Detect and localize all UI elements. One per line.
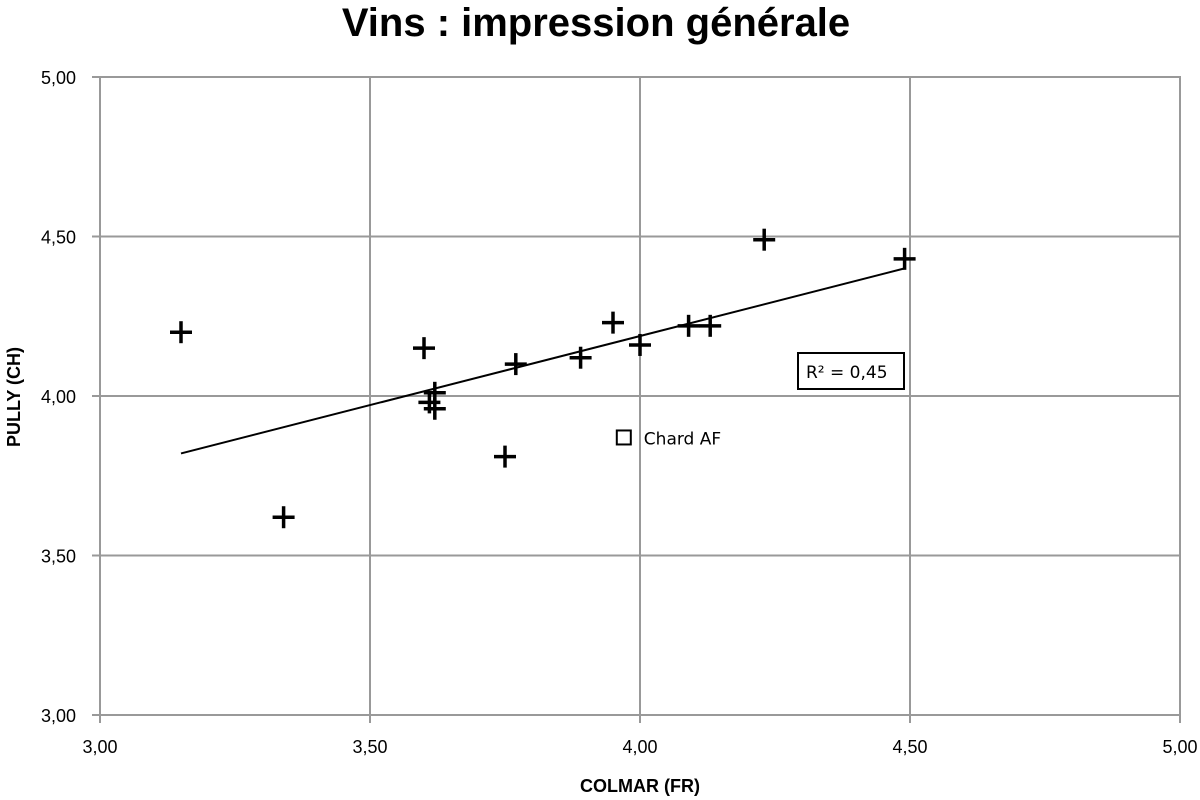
x-tick-label: 3,50 — [352, 737, 387, 757]
plus-data-point — [753, 228, 776, 251]
plus-data-point — [677, 314, 700, 337]
r2-label: R² = 0,45 — [806, 363, 888, 383]
plus-data-point — [413, 337, 435, 360]
plus-data-point — [699, 314, 722, 337]
plus-data-point — [893, 247, 916, 270]
x-axis-ticks: 3,00 3,50 4,00 4,50 5,00 — [82, 715, 1198, 757]
trendline — [180, 267, 905, 455]
y-tick-label: 4,50 — [41, 228, 76, 248]
plus-data-point — [494, 445, 516, 468]
y-axis-ticks: 3,00 3,50 4,00 4,50 5,00 — [41, 68, 100, 726]
plus-data-point — [423, 397, 446, 420]
x-tick-label: 4,50 — [892, 737, 927, 757]
plus-data-point — [602, 311, 624, 334]
r2-box — [797, 352, 905, 390]
x-tick-label: 5,00 — [1162, 737, 1197, 757]
x-tick-label: 3,00 — [82, 737, 117, 757]
plus-data-point — [170, 321, 192, 344]
y-tick-label: 3,50 — [41, 547, 76, 567]
chart-title: Vins : impression générale — [342, 1, 850, 45]
x-axis-title: COLMAR (FR) — [580, 776, 700, 796]
y-tick-label: 5,00 — [41, 68, 76, 88]
grid-layer — [99, 76, 1181, 716]
y-tick-label: 4,00 — [41, 387, 76, 407]
data-points: Chard AF — [170, 228, 916, 529]
plus-data-point — [272, 506, 295, 529]
square-data-point — [615, 429, 632, 446]
x-tick-label: 4,00 — [622, 737, 657, 757]
point-label: Chard AF — [644, 429, 721, 449]
plus-data-point — [629, 333, 651, 356]
plus-data-point — [504, 353, 527, 376]
y-axis-title: PULLY (CH) — [4, 347, 24, 447]
plus-data-point — [569, 346, 592, 369]
r2-annotation: R² = 0,45 — [797, 352, 905, 390]
y-tick-label: 3,00 — [41, 706, 76, 726]
